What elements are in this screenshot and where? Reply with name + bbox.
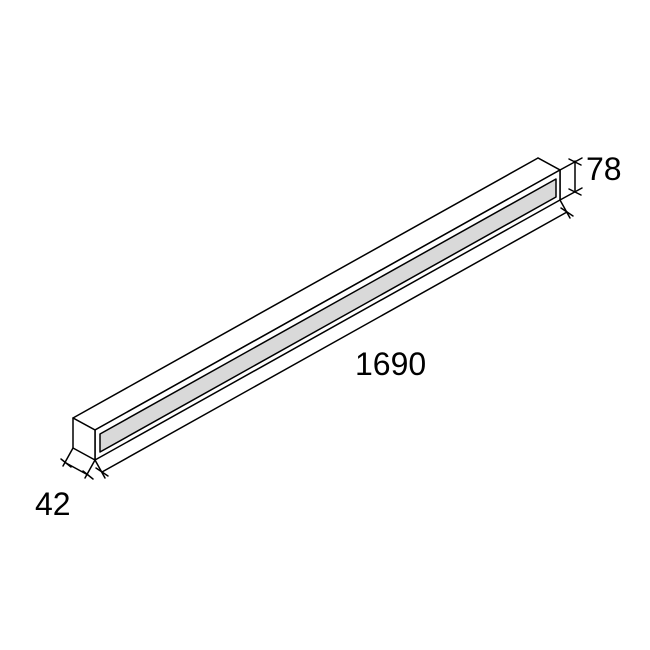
dim-height-label: 78	[586, 151, 622, 187]
dim-height	[560, 158, 582, 200]
dim-width-label: 42	[35, 486, 71, 522]
dimension-drawing: 1690 78 42	[0, 0, 650, 650]
dim-length	[95, 200, 573, 478]
dim-length-label: 1690	[355, 346, 426, 382]
